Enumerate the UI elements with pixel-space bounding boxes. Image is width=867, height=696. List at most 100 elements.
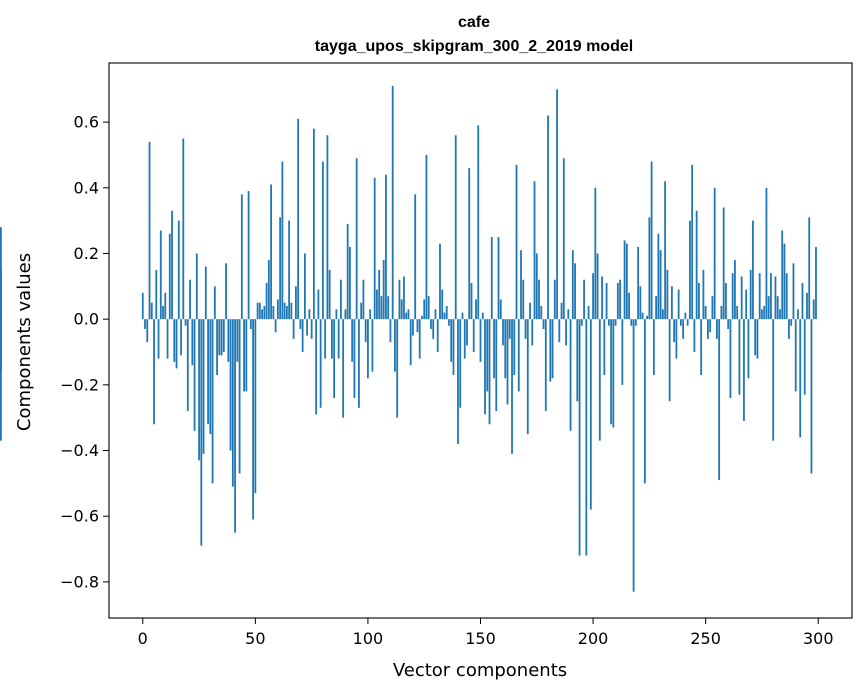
bar-188 (565, 319, 567, 346)
bar-78 (317, 289, 320, 320)
bar-119 (409, 319, 412, 366)
bar-304 (0, 266, 2, 320)
bar-255 (716, 319, 718, 339)
bar-291 (797, 309, 799, 320)
bar-50 (254, 319, 257, 494)
bar-128 (430, 319, 432, 329)
bar-76 (312, 128, 315, 320)
y-tick-label: −0.8 (60, 572, 99, 591)
bar-187 (562, 158, 565, 320)
bar-2 (146, 319, 149, 343)
bar-159 (499, 299, 502, 320)
bar-117 (405, 312, 408, 320)
bar-175 (535, 253, 538, 320)
bar-94 (353, 319, 356, 398)
bar-238 (677, 289, 680, 320)
y-tick-label: 0.0 (74, 310, 99, 329)
bar-268 (745, 289, 748, 320)
bar-273 (756, 319, 759, 359)
bar-283 (779, 309, 781, 320)
bar-26 (200, 319, 203, 546)
bar-261 (729, 319, 732, 398)
bar-305 (0, 319, 2, 372)
bar-212 (619, 279, 621, 320)
bar-288 (790, 319, 793, 326)
bar-101 (369, 309, 372, 320)
bar-60 (276, 299, 279, 320)
bar-227 (652, 319, 655, 375)
bar-281 (774, 276, 777, 320)
bar-246 (695, 210, 698, 320)
bar-206 (605, 283, 608, 320)
bar-241 (684, 312, 687, 320)
bar-225 (648, 217, 651, 320)
bar-5 (153, 319, 155, 425)
bar-43 (238, 319, 241, 474)
bar-126 (425, 154, 428, 320)
bar-123 (418, 319, 421, 359)
y-tick-label: −0.2 (60, 375, 99, 394)
bar-279 (770, 273, 772, 320)
bar-41 (234, 319, 236, 533)
bar-28 (204, 266, 207, 320)
plot-frame (108, 62, 853, 619)
bar-83 (328, 269, 331, 320)
bar-302 (0, 319, 2, 441)
bar-64 (285, 306, 288, 320)
bar-177 (540, 306, 543, 320)
bar-31 (211, 319, 214, 484)
bar-15 (175, 319, 178, 369)
chart-subtitle: tayga_upos_skipgram_300_2_2019 model (315, 38, 633, 55)
bar-140 (457, 319, 459, 444)
bar-118 (407, 309, 410, 320)
bar-133 (441, 289, 444, 320)
bar-272 (754, 319, 757, 356)
bar-153 (486, 319, 489, 392)
bar-108 (385, 174, 387, 320)
bar-52 (258, 302, 261, 320)
bar-77 (315, 319, 318, 415)
x-tick-label: 250 (690, 629, 721, 648)
bar-265 (738, 319, 741, 395)
bar-257 (720, 306, 723, 320)
bar-179 (544, 319, 547, 412)
bar-166 (515, 164, 518, 320)
bar-55 (265, 283, 268, 320)
bar-210 (614, 319, 617, 326)
bar-250 (704, 306, 707, 320)
bar-189 (567, 309, 570, 320)
bar-290 (794, 319, 797, 392)
bar-193 (576, 319, 579, 402)
bar-299 (815, 246, 817, 320)
bar-297 (810, 319, 813, 474)
bar-251 (707, 319, 709, 339)
bar-127 (427, 296, 430, 320)
bar-0 (141, 292, 144, 320)
bar-215 (625, 243, 628, 320)
bar-259 (725, 283, 727, 320)
bar-157 (495, 319, 498, 412)
bar-29 (207, 319, 209, 425)
bar-148 (475, 299, 477, 320)
bar-14 (173, 319, 176, 362)
bar-254 (713, 187, 716, 320)
bar-180 (547, 115, 549, 320)
y-axis-label: Components values (14, 253, 35, 431)
bar-280 (772, 319, 775, 441)
bar-252 (709, 319, 712, 333)
bar-24 (195, 253, 198, 320)
bar-230 (659, 250, 662, 320)
bar-20 (186, 319, 189, 412)
bar-226 (650, 161, 653, 320)
bar-65 (288, 220, 291, 320)
bar-92 (349, 246, 351, 320)
bar-284 (781, 230, 784, 320)
y-tick-label: −0.6 (60, 507, 99, 526)
bar-258 (722, 207, 725, 320)
bar-185 (558, 319, 561, 343)
bar-71 (301, 319, 304, 352)
bar-209 (612, 319, 615, 428)
bar-87 (337, 319, 340, 359)
bar-229 (657, 233, 660, 320)
